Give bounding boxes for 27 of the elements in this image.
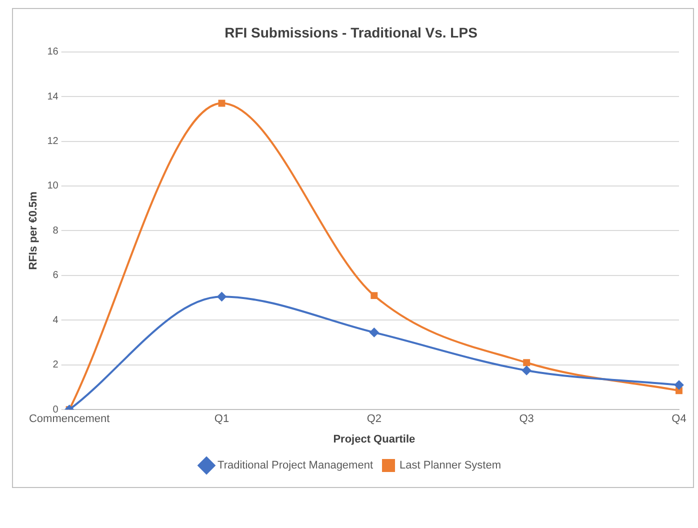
y-axis-title: RFIs per €0.5m bbox=[28, 191, 40, 270]
y-tick-label: 0 bbox=[52, 404, 59, 416]
chart-title: RFI Submissions - Traditional Vs. LPS bbox=[224, 24, 478, 40]
point bbox=[676, 387, 682, 394]
y-tick-label: 16 bbox=[47, 46, 59, 58]
legend-label: Traditional Project Management bbox=[218, 460, 374, 472]
x-tick-label: Q4 bbox=[672, 413, 686, 426]
point bbox=[218, 100, 226, 107]
point bbox=[522, 366, 532, 375]
x-tick-label: Q3 bbox=[519, 413, 534, 426]
y-tick-label: 14 bbox=[47, 91, 59, 102]
y-tick-label: 6 bbox=[52, 270, 59, 282]
y-tick-label: 10 bbox=[47, 180, 59, 192]
x-tick-label: Q2 bbox=[366, 413, 382, 426]
legend-label: Last Planner System bbox=[400, 460, 502, 472]
y-tick-label: 2 bbox=[52, 360, 59, 371]
point bbox=[523, 359, 530, 366]
x-tick-label: Commencement bbox=[28, 413, 110, 426]
x-tick-label: Q1 bbox=[214, 413, 230, 426]
x-axis-title: Project Quartile bbox=[333, 433, 416, 446]
point bbox=[370, 292, 378, 300]
y-tick-label: 4 bbox=[52, 314, 59, 326]
point bbox=[370, 328, 379, 337]
y-tick-label: 12 bbox=[47, 136, 59, 147]
point bbox=[674, 380, 684, 390]
y-tick-label: 8 bbox=[52, 225, 59, 236]
point bbox=[217, 292, 226, 302]
